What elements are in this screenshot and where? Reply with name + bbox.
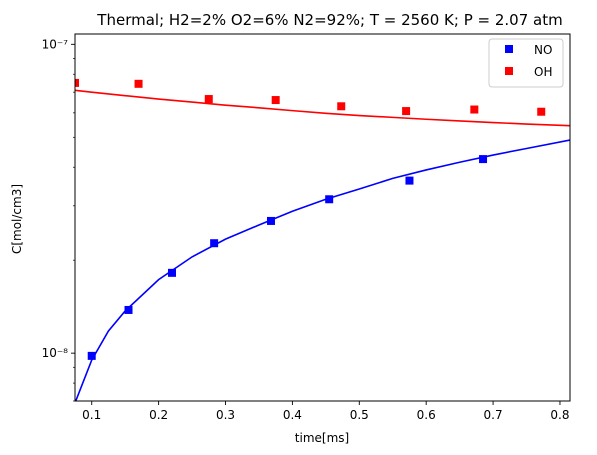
marker-oh [271, 96, 280, 105]
legend-marker-oh [505, 67, 513, 75]
y-tick-label: 10⁻⁸ [42, 346, 69, 360]
marker-oh [470, 105, 479, 114]
marker-no [479, 155, 488, 164]
x-tick-label: 0.1 [82, 408, 101, 422]
legend-marker-no [505, 45, 513, 53]
x-tick-label: 0.7 [484, 408, 503, 422]
marker-no [405, 176, 414, 185]
fit-lines [75, 89, 570, 401]
y-tick-label: 10⁻⁷ [42, 37, 69, 51]
x-axis: 0.1 0.2 0.3 0.4 0.5 0.6 0.7 0.8 [82, 401, 570, 422]
marker-oh [204, 95, 213, 104]
marker-no [210, 239, 219, 248]
y-axis: 10⁻⁸ 10⁻⁷ [42, 37, 75, 402]
marker-oh [337, 102, 346, 111]
marker-oh [134, 79, 143, 88]
x-tick-label: 0.8 [550, 408, 569, 422]
marker-no [266, 216, 275, 225]
marker-oh [537, 107, 546, 116]
marker-no [87, 351, 96, 360]
x-tick-label: 0.5 [350, 408, 369, 422]
legend-label-no: NO [534, 43, 552, 57]
marker-no [167, 268, 176, 277]
plot-frame [74, 33, 571, 402]
fit-line-2 [75, 89, 570, 127]
marker-no [325, 195, 334, 204]
y-axis-label: C[mol/cm3] [10, 184, 24, 254]
legend: NO OH [488, 38, 564, 88]
x-tick-label: 0.2 [149, 408, 168, 422]
marker-no [124, 305, 133, 314]
x-tick-label: 0.3 [216, 408, 235, 422]
marker-oh [402, 107, 411, 116]
legend-label-oh: OH [534, 65, 552, 79]
marker-oh [75, 78, 79, 87]
fit-line-1 [75, 139, 570, 401]
data-markers [75, 78, 546, 360]
x-tick-label: 0.4 [283, 408, 302, 422]
x-axis-label: time[ms] [295, 431, 349, 445]
chart-title: Thermal; H2=2% O2=6% N2=92%; T = 2560 K;… [96, 11, 562, 29]
x-tick-label: 0.6 [417, 408, 436, 422]
